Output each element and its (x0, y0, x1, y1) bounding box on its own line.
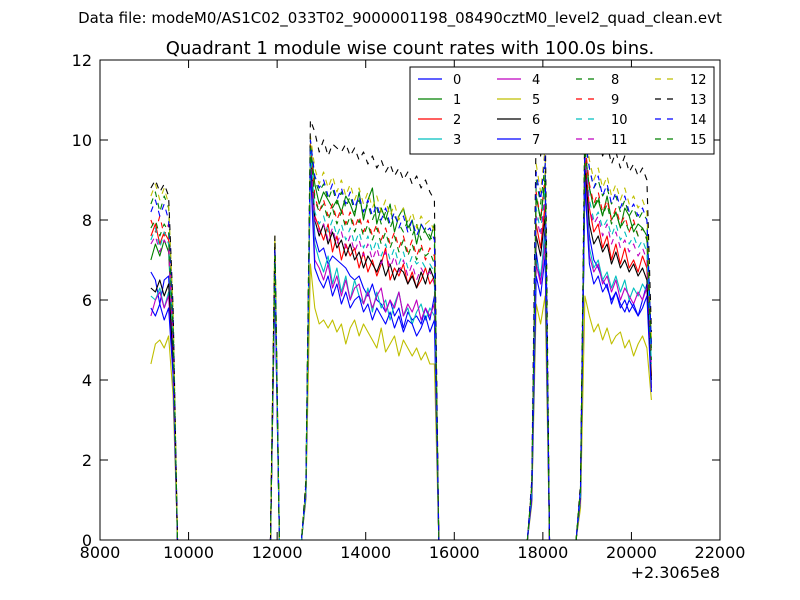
legend-label-3: 3 (453, 133, 461, 148)
legend-label-1: 1 (453, 93, 461, 108)
series-line-15 (150, 147, 652, 541)
y-tick-label: 12 (72, 51, 92, 70)
legend-label-5: 5 (532, 93, 540, 108)
legend-label-6: 6 (532, 113, 540, 128)
y-tick-label: 10 (72, 131, 92, 150)
y-tick-label: 4 (82, 371, 92, 390)
legend-label-10: 10 (611, 113, 628, 128)
data-file-suptitle: Data file: modeM0/AS1C02_033T02_90000011… (78, 9, 722, 28)
legend-box (409, 66, 715, 155)
y-tick-label: 0 (82, 531, 92, 550)
x-offset-label: +2.3065e8 (631, 563, 720, 582)
legend-label-7: 7 (532, 133, 540, 148)
series-line-11 (150, 147, 652, 541)
x-tick-label: 22000 (695, 543, 746, 562)
x-tick-label: 12000 (252, 543, 303, 562)
legend-label-9: 9 (611, 93, 619, 108)
x-tick-label: 18000 (517, 543, 568, 562)
legend-label-11: 11 (611, 133, 628, 148)
legend-label-4: 4 (532, 73, 540, 88)
series-line-12 (150, 131, 652, 541)
legend-label-13: 13 (690, 93, 707, 108)
axis-layer: 8000 10000 12000 14000 16000 18000 20000 22000 0… (72, 51, 746, 562)
legend-label-0: 0 (453, 73, 461, 88)
x-tick-label: 14000 (340, 543, 391, 562)
legend-label-8: 8 (611, 73, 619, 88)
legend-label-14: 14 (690, 113, 707, 128)
series-line-14 (150, 139, 652, 541)
y-tick-label: 6 (82, 291, 92, 310)
legend-label-15: 15 (690, 133, 707, 148)
legend-label-12: 12 (690, 73, 707, 88)
x-tick-label: 10000 (163, 543, 214, 562)
chart-title: Quadrant 1 module wise count rates with … (166, 38, 655, 59)
x-tick-label: 16000 (429, 543, 480, 562)
x-tick-label: 8000 (80, 543, 121, 562)
y-tick-label: 2 (82, 451, 92, 470)
y-tick-label: 8 (82, 211, 92, 230)
legend-label-2: 2 (453, 113, 461, 128)
x-tick-label: 20000 (606, 543, 657, 562)
